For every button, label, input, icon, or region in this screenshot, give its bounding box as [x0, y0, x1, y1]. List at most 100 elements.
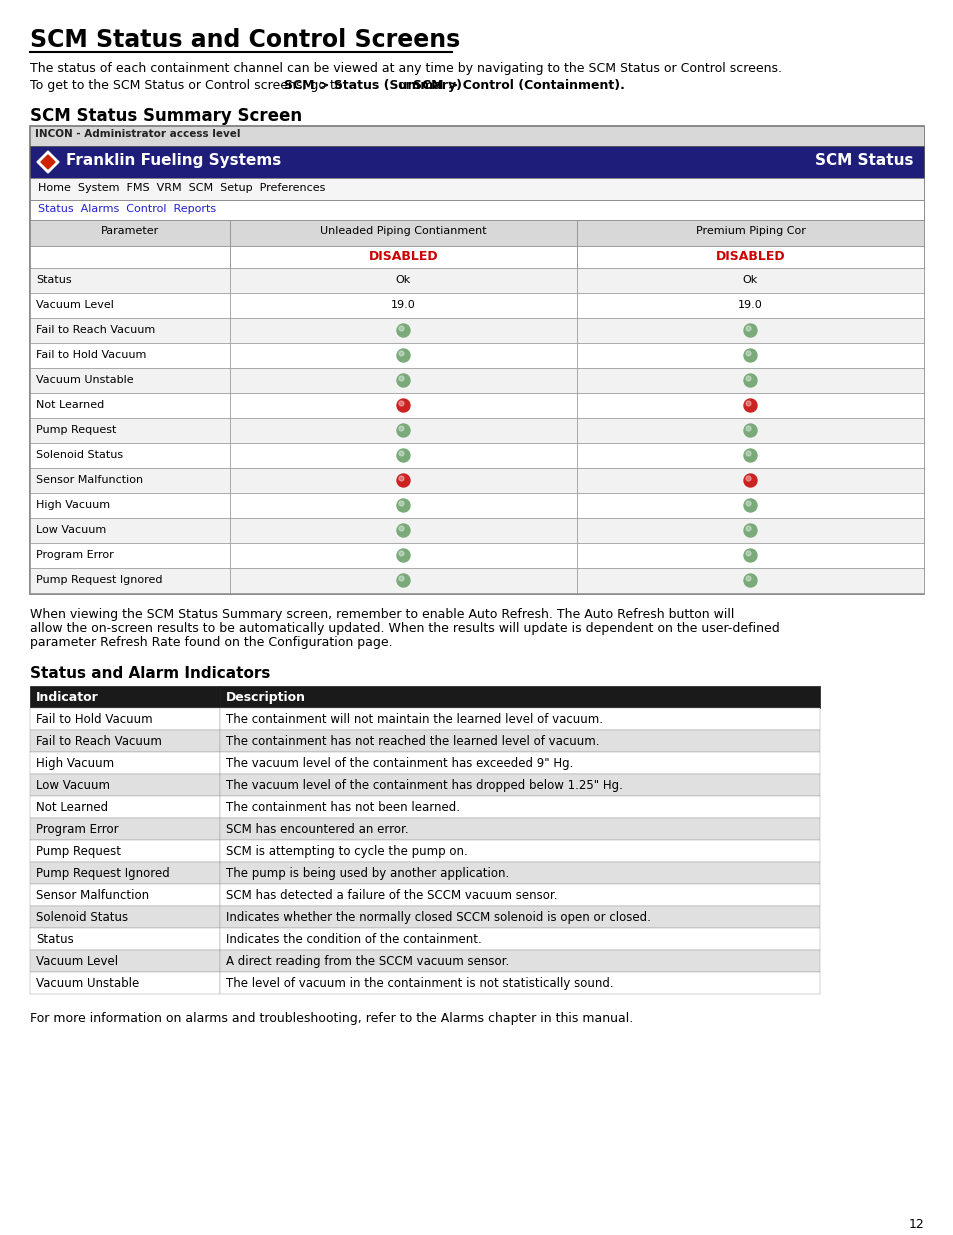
- Bar: [220, 884, 820, 906]
- Circle shape: [745, 401, 750, 406]
- Circle shape: [396, 399, 410, 412]
- Text: Status  Alarms  Control  Reports: Status Alarms Control Reports: [38, 204, 216, 214]
- Bar: [220, 774, 820, 797]
- Text: Not Learned: Not Learned: [36, 400, 104, 410]
- Text: Fail to Hold Vacuum: Fail to Hold Vacuum: [36, 350, 146, 359]
- Bar: [577, 493, 923, 517]
- Circle shape: [743, 450, 757, 462]
- Bar: [577, 220, 923, 246]
- Circle shape: [743, 474, 757, 487]
- Text: High Vacuum: High Vacuum: [36, 757, 114, 769]
- Text: The containment has not been learned.: The containment has not been learned.: [226, 802, 459, 814]
- Text: Indicator: Indicator: [36, 692, 99, 704]
- Bar: [577, 468, 923, 493]
- Circle shape: [743, 374, 757, 387]
- Bar: [30, 752, 220, 774]
- Bar: [577, 368, 923, 393]
- Bar: [230, 443, 577, 468]
- Text: 19.0: 19.0: [738, 300, 762, 310]
- Bar: [30, 368, 230, 393]
- Text: High Vacuum: High Vacuum: [36, 500, 110, 510]
- Text: Indicates the condition of the containment.: Indicates the condition of the containme…: [226, 932, 481, 946]
- Bar: [577, 443, 923, 468]
- Text: SCM > Control (Containment).: SCM > Control (Containment).: [413, 79, 624, 91]
- Circle shape: [745, 426, 750, 431]
- Text: Pump Request: Pump Request: [36, 845, 121, 858]
- Bar: [30, 220, 230, 246]
- Circle shape: [396, 450, 410, 462]
- Bar: [577, 568, 923, 593]
- Circle shape: [398, 326, 403, 331]
- Text: Vacuum Level: Vacuum Level: [36, 300, 113, 310]
- Text: 19.0: 19.0: [391, 300, 416, 310]
- Bar: [230, 517, 577, 543]
- Bar: [30, 685, 220, 708]
- Bar: [230, 393, 577, 417]
- Text: The vacuum level of the containment has dropped below 1.25" Hg.: The vacuum level of the containment has …: [226, 779, 622, 792]
- Circle shape: [396, 499, 410, 513]
- Bar: [220, 972, 820, 994]
- Text: Premium Piping Cor: Premium Piping Cor: [695, 226, 804, 236]
- Circle shape: [396, 324, 410, 337]
- Text: For more information on alarms and troubleshooting, refer to the Alarms chapter : For more information on alarms and troub…: [30, 1011, 633, 1025]
- Circle shape: [743, 399, 757, 412]
- Circle shape: [398, 426, 403, 431]
- Bar: [30, 146, 923, 178]
- Bar: [577, 517, 923, 543]
- Text: Parameter: Parameter: [101, 226, 159, 236]
- Circle shape: [396, 350, 410, 362]
- Bar: [30, 393, 230, 417]
- Bar: [220, 685, 820, 708]
- Text: or: or: [394, 79, 414, 91]
- Circle shape: [398, 401, 403, 406]
- Bar: [577, 393, 923, 417]
- Text: SCM Status and Control Screens: SCM Status and Control Screens: [30, 28, 459, 52]
- Text: SCM has encountered an error.: SCM has encountered an error.: [226, 823, 408, 836]
- Bar: [30, 774, 220, 797]
- Text: Not Learned: Not Learned: [36, 802, 108, 814]
- Circle shape: [743, 524, 757, 537]
- Text: allow the on-screen results to be automatically updated. When the results will u: allow the on-screen results to be automa…: [30, 622, 779, 635]
- Text: SCM is attempting to cycle the pump on.: SCM is attempting to cycle the pump on.: [226, 845, 467, 858]
- Text: Franklin Fueling Systems: Franklin Fueling Systems: [66, 153, 281, 168]
- Circle shape: [745, 375, 750, 382]
- Bar: [220, 752, 820, 774]
- Bar: [30, 268, 230, 293]
- Bar: [230, 568, 577, 593]
- Text: Vacuum Unstable: Vacuum Unstable: [36, 977, 139, 990]
- Circle shape: [745, 576, 750, 580]
- Text: 12: 12: [907, 1218, 923, 1231]
- Bar: [30, 840, 220, 862]
- Text: A direct reading from the SCCM vacuum sensor.: A direct reading from the SCCM vacuum se…: [226, 955, 509, 968]
- Text: The status of each containment channel can be viewed at any time by navigating t: The status of each containment channel c…: [30, 62, 781, 75]
- Text: Solenoid Status: Solenoid Status: [36, 450, 123, 459]
- Bar: [577, 417, 923, 443]
- Circle shape: [745, 475, 750, 480]
- Text: Fail to Reach Vacuum: Fail to Reach Vacuum: [36, 735, 162, 748]
- Bar: [30, 818, 220, 840]
- Circle shape: [396, 474, 410, 487]
- Circle shape: [398, 501, 403, 506]
- Bar: [30, 468, 230, 493]
- Bar: [230, 246, 577, 268]
- Text: Status and Alarm Indicators: Status and Alarm Indicators: [30, 666, 270, 680]
- Bar: [230, 468, 577, 493]
- Circle shape: [398, 451, 403, 456]
- Text: Low Vacuum: Low Vacuum: [36, 525, 106, 535]
- Bar: [230, 220, 577, 246]
- Bar: [30, 417, 230, 443]
- Circle shape: [745, 326, 750, 331]
- Bar: [30, 543, 230, 568]
- Text: Program Error: Program Error: [36, 550, 113, 559]
- Polygon shape: [41, 156, 55, 169]
- Bar: [30, 730, 220, 752]
- Circle shape: [398, 576, 403, 580]
- Bar: [30, 343, 230, 368]
- Bar: [230, 368, 577, 393]
- Text: parameter Refresh Rate found on the Configuration page.: parameter Refresh Rate found on the Conf…: [30, 636, 393, 650]
- Bar: [577, 343, 923, 368]
- Bar: [30, 568, 230, 593]
- Bar: [30, 126, 923, 594]
- Bar: [577, 246, 923, 268]
- Bar: [220, 906, 820, 927]
